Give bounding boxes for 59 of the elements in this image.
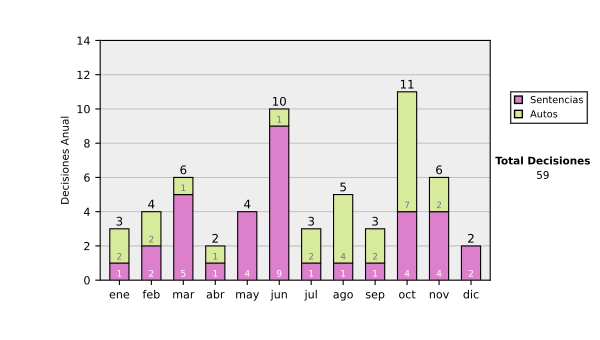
data-label: 1 <box>373 270 378 277</box>
x-tick-label: mar <box>173 292 194 298</box>
legend-label: Sentencias <box>530 96 583 104</box>
data-label: 1 <box>309 270 314 277</box>
y-tick-label: 4 <box>84 208 90 216</box>
y-tick-label: 10 <box>78 104 90 114</box>
x-tick-label: abr <box>206 290 224 298</box>
total-label: 5 <box>340 182 346 192</box>
data-label: 9 <box>276 270 282 277</box>
total-label: 3 <box>308 216 314 226</box>
data-label: 2 <box>436 201 442 208</box>
x-tick-label: may <box>236 292 260 301</box>
y-tick-label: 12 <box>78 70 90 79</box>
data-label: 1 <box>341 270 346 277</box>
total-label: 6 <box>180 165 186 174</box>
data-label: 2 <box>117 252 122 260</box>
legend-label: Autos <box>530 110 558 118</box>
y-tick-label: 0 <box>84 276 90 285</box>
data-label: 2 <box>372 252 378 260</box>
data-label: 5 <box>181 270 186 277</box>
x-tick-label: ago <box>333 292 353 301</box>
total-label: 2 <box>212 234 218 243</box>
total-label: 3 <box>116 216 122 226</box>
x-tick-label: dic <box>464 290 478 298</box>
data-label: 1 <box>213 270 218 277</box>
total-label: 11 <box>400 80 414 89</box>
data-label: 2 <box>308 252 314 260</box>
x-tick-label: jun <box>270 290 287 301</box>
total-label: 4 <box>244 200 250 208</box>
y-tick-label: 8 <box>84 139 90 148</box>
data-label: 7 <box>404 202 410 208</box>
x-tick-label: jul <box>304 290 317 301</box>
y-axis-title: Decisiones Anual <box>60 116 69 204</box>
data-label: 2 <box>468 270 473 277</box>
data-label: 1 <box>277 116 282 123</box>
data-label: 4 <box>340 252 346 260</box>
data-label: 4 <box>244 270 250 277</box>
total-label: 2 <box>468 234 474 243</box>
data-label: 4 <box>436 270 442 277</box>
text: 59 <box>537 171 549 179</box>
x-tick-label: feb <box>142 290 160 298</box>
data-label: 4 <box>404 270 410 277</box>
y-tick-label: 14 <box>78 36 90 45</box>
total-label: 10 <box>273 96 286 106</box>
x-tick-label: sep <box>366 292 384 301</box>
data-label: 1 <box>118 270 122 277</box>
x-tick-label: oct <box>399 290 416 298</box>
data-label: 1 <box>213 252 218 260</box>
total-label: 6 <box>436 165 442 174</box>
total-label: 4 <box>148 200 154 208</box>
x-tick-label: nov <box>430 292 449 298</box>
x-tick-label: ene <box>110 292 130 298</box>
data-label: 1 <box>181 184 186 192</box>
y-tick-label: 6 <box>84 173 90 182</box>
text: Total Decisiones <box>495 156 590 165</box>
data-label: 2 <box>149 236 154 242</box>
total-label: 3 <box>372 216 378 226</box>
y-tick-label: 2 <box>84 242 90 250</box>
data-label: 2 <box>149 270 154 277</box>
